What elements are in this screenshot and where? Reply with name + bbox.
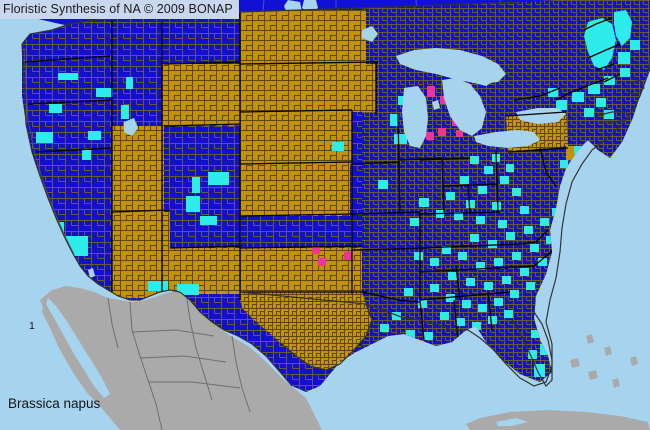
gold-block-ut bbox=[112, 126, 164, 212]
state-borders bbox=[23, 10, 621, 341]
great-lakes bbox=[88, 26, 566, 278]
lake-erie bbox=[474, 130, 540, 148]
great-salt-lake bbox=[124, 118, 138, 136]
mexico-state-borders bbox=[107, 291, 251, 430]
pacific-coast-shading bbox=[23, 47, 75, 255]
gold-exotic-states bbox=[112, 10, 574, 370]
bahamas-islands bbox=[570, 334, 638, 388]
gold-block-nd-mt bbox=[240, 10, 366, 64]
cuba-bay bbox=[496, 418, 528, 426]
gold-block-sd bbox=[240, 64, 376, 112]
gulf-of-california bbox=[46, 298, 110, 398]
gold-block-ks bbox=[240, 164, 350, 216]
gold-block-tx bbox=[240, 292, 372, 370]
georgian-bay bbox=[462, 62, 496, 86]
species-name-label: Brassica napus bbox=[8, 396, 101, 411]
lake-ontario bbox=[516, 108, 566, 124]
ocean-number-marker: 1 bbox=[29, 320, 35, 332]
mexico-landmass bbox=[40, 286, 322, 430]
lake-huron bbox=[442, 78, 486, 136]
map-title-banner: Floristic Synthesis of NA © 2009 BONAP bbox=[0, 0, 239, 19]
lake-michigan bbox=[402, 86, 428, 148]
small-lake-wi bbox=[432, 100, 440, 110]
gold-block-ok bbox=[240, 248, 362, 292]
salton-sea bbox=[88, 268, 95, 278]
gold-block-ne bbox=[240, 112, 352, 164]
gold-block-md-sliver bbox=[566, 146, 574, 160]
gold-block-wy bbox=[162, 64, 240, 126]
unmapped-gray-regions bbox=[40, 286, 650, 430]
lake-of-the-woods bbox=[362, 26, 378, 42]
